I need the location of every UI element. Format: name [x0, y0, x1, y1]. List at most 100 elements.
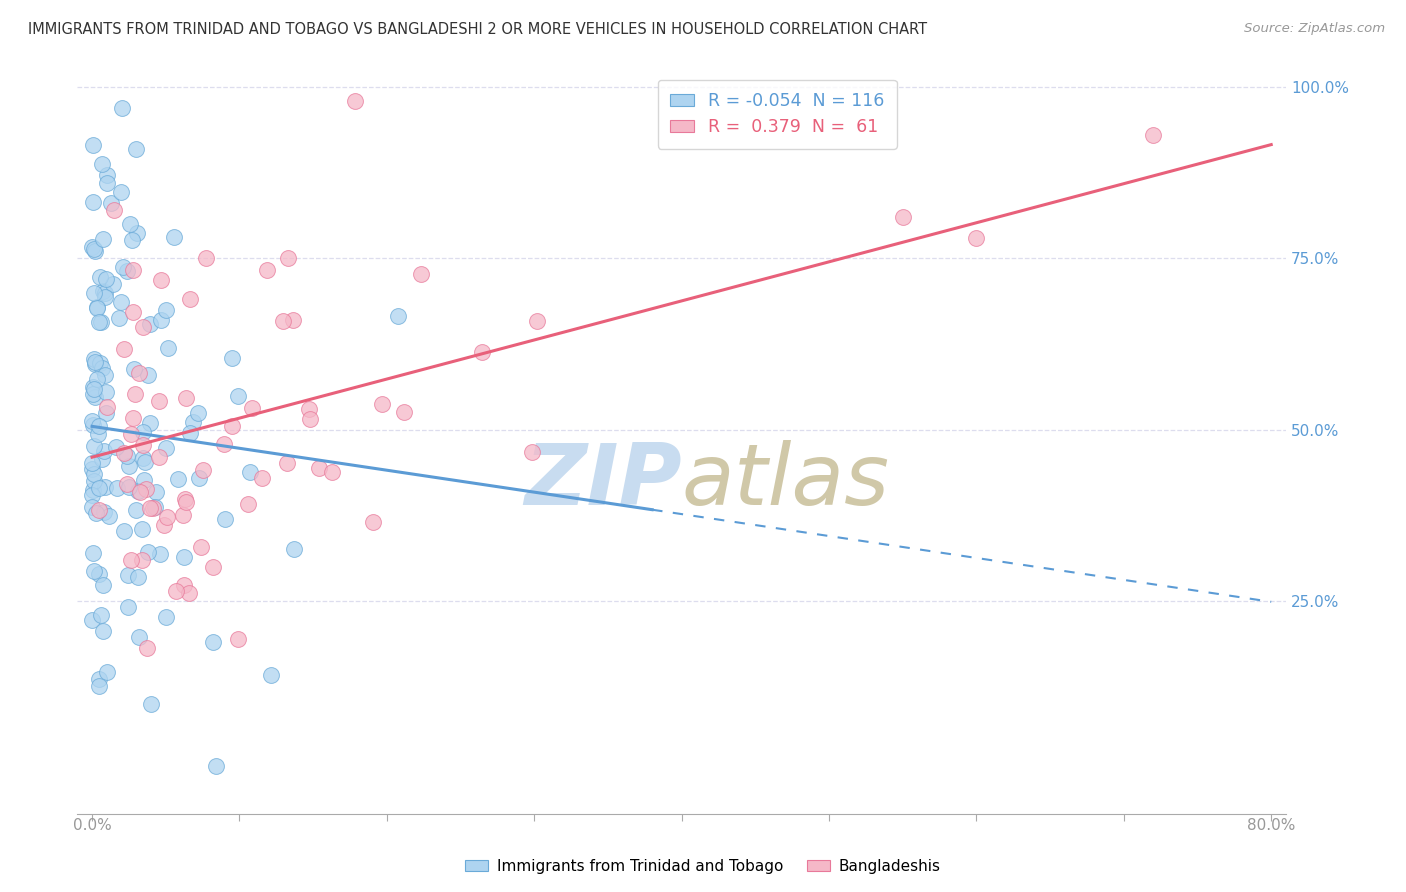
Point	[260, 668, 283, 682]
Point	[228, 389, 250, 403]
Point	[471, 345, 494, 359]
Point	[83, 352, 105, 367]
Point	[522, 445, 544, 459]
Point	[91, 451, 114, 466]
Point	[94, 290, 117, 304]
Point	[83, 358, 105, 372]
Point	[124, 387, 146, 401]
Point	[83, 242, 105, 256]
Point	[87, 567, 110, 582]
Point	[121, 233, 143, 247]
Point	[179, 292, 201, 306]
Text: atlas: atlas	[682, 441, 890, 524]
Point	[80, 461, 103, 475]
Point	[89, 269, 111, 284]
Point	[155, 610, 177, 624]
Point	[87, 426, 110, 441]
Point	[165, 583, 187, 598]
Text: IMMIGRANTS FROM TRINIDAD AND TOBAGO VS BANGLADESHI 2 OR MORE VEHICLES IN HOUSEHO: IMMIGRANTS FROM TRINIDAD AND TOBAGO VS B…	[28, 22, 927, 37]
Point	[91, 624, 114, 639]
Point	[163, 230, 186, 244]
Point	[194, 251, 217, 265]
Point	[166, 472, 188, 486]
Point	[176, 494, 198, 508]
Point	[277, 251, 299, 265]
Point	[118, 480, 141, 494]
Point	[112, 445, 135, 459]
Point	[86, 506, 108, 520]
Point	[110, 101, 132, 115]
Point	[142, 501, 165, 516]
Point	[100, 196, 122, 211]
Point	[94, 271, 117, 285]
Point	[96, 665, 118, 679]
Point	[136, 640, 159, 655]
Point	[201, 560, 224, 574]
Point	[82, 546, 104, 560]
Point	[139, 500, 162, 515]
Point	[298, 402, 321, 417]
Point	[82, 500, 104, 515]
Point	[965, 231, 987, 245]
Point	[156, 341, 179, 355]
Point	[111, 260, 134, 275]
Point	[108, 311, 131, 326]
Point	[112, 524, 135, 538]
Point	[343, 95, 366, 109]
Point	[409, 267, 432, 281]
Point	[91, 284, 114, 298]
Point	[120, 426, 142, 441]
Point	[87, 315, 110, 329]
Point	[94, 286, 117, 301]
Point	[139, 417, 162, 431]
Point	[97, 508, 120, 523]
Point	[82, 483, 104, 497]
Point	[94, 384, 117, 399]
Point	[132, 438, 155, 452]
Point	[172, 508, 194, 522]
Point	[96, 169, 118, 183]
Text: 80.0%: 80.0%	[1247, 818, 1295, 833]
Text: Source: ZipAtlas.com: Source: ZipAtlas.com	[1244, 22, 1385, 36]
Point	[89, 355, 111, 369]
Point	[94, 368, 117, 383]
Point	[387, 309, 409, 323]
Point	[80, 456, 103, 470]
Point	[371, 396, 394, 410]
Point	[153, 518, 176, 533]
Point	[117, 476, 139, 491]
Point	[96, 400, 118, 414]
Point	[89, 481, 111, 495]
Point	[128, 485, 150, 500]
Point	[82, 380, 104, 394]
Point	[271, 314, 294, 328]
Point	[1142, 128, 1164, 142]
Point	[132, 425, 155, 439]
Point	[84, 355, 107, 369]
Point	[188, 470, 211, 484]
Point	[122, 410, 145, 425]
Point	[173, 578, 195, 592]
Point	[191, 463, 214, 477]
Point	[82, 195, 104, 210]
Point	[136, 545, 159, 559]
Point	[118, 217, 141, 231]
Point	[115, 264, 138, 278]
Point	[125, 503, 148, 517]
Point	[115, 449, 138, 463]
Point	[205, 758, 228, 772]
Point	[82, 138, 104, 153]
Legend: Immigrants from Trinidad and Tobago, Bangladeshis: Immigrants from Trinidad and Tobago, Ban…	[460, 853, 946, 880]
Point	[176, 391, 198, 405]
Point	[93, 444, 115, 458]
Point	[83, 475, 105, 489]
Point	[148, 393, 170, 408]
Point	[134, 473, 156, 487]
Point	[128, 630, 150, 644]
Point	[83, 439, 105, 453]
Point	[82, 240, 104, 254]
Point	[201, 635, 224, 649]
Point	[122, 263, 145, 277]
Point	[112, 343, 135, 357]
Point	[214, 512, 236, 526]
